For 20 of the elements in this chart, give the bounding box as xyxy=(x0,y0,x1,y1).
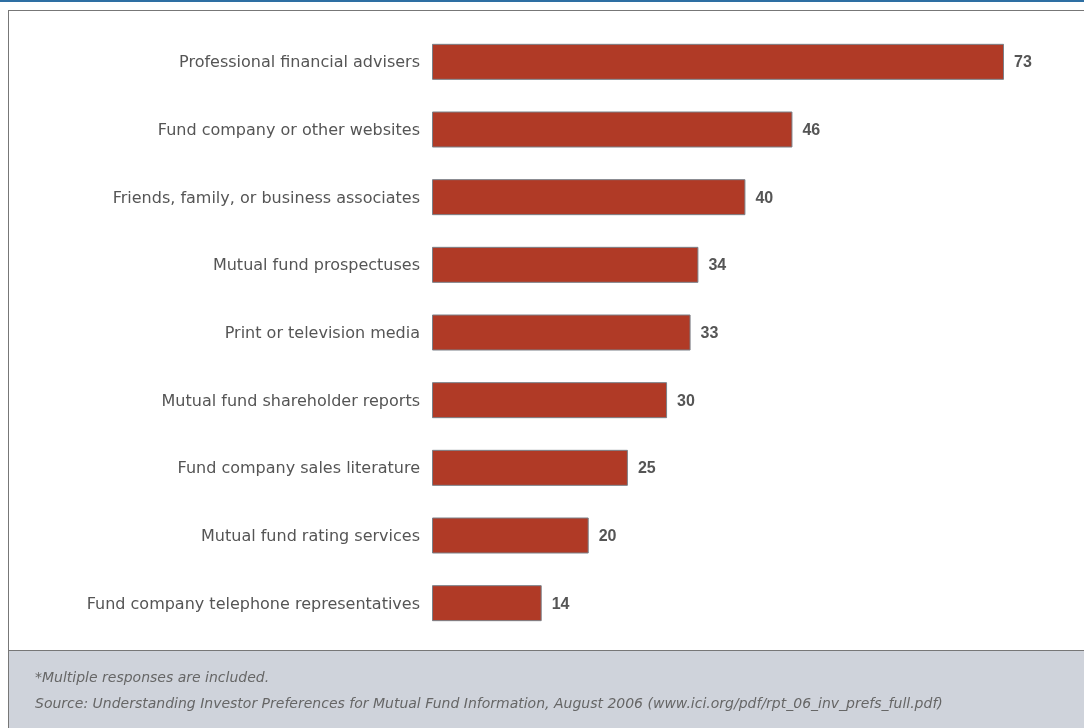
y-tick-label: Fund company telephone representatives xyxy=(86,593,420,613)
data-label: 46 xyxy=(802,121,821,138)
data-label: 14 xyxy=(551,594,570,612)
data-label: 34 xyxy=(708,256,727,274)
y-tick-label: Fund company or other websites xyxy=(157,120,420,139)
y-tick-label: Mutual fund shareholder reports xyxy=(161,390,420,410)
data-label: 20 xyxy=(598,527,617,544)
data-label: 25 xyxy=(637,459,656,477)
data-label: 30 xyxy=(677,391,695,409)
y-tick-label: Mutual fund prospectuses xyxy=(212,255,420,275)
source-note: Source: Understanding Investor Preferences for Mutual Fund Information, August 2006 (www.ici.org/pdf/rpt_06_inv_prefs_full.pdf) xyxy=(35,695,944,711)
y-tick-label: Fund company sales literature xyxy=(177,458,420,478)
data-label: 73 xyxy=(1014,53,1032,71)
y-tick-label: Print or television media xyxy=(224,323,420,342)
text: *Multiple responses are included. xyxy=(35,669,271,685)
y-tick-label: Professional financial advisers xyxy=(179,52,420,72)
data-label: 33 xyxy=(700,324,719,341)
y-tick-label: Friends, family, or business associates xyxy=(112,187,420,207)
data-label: 40 xyxy=(755,188,774,206)
y-tick-label: Mutual fund rating services xyxy=(201,526,420,545)
